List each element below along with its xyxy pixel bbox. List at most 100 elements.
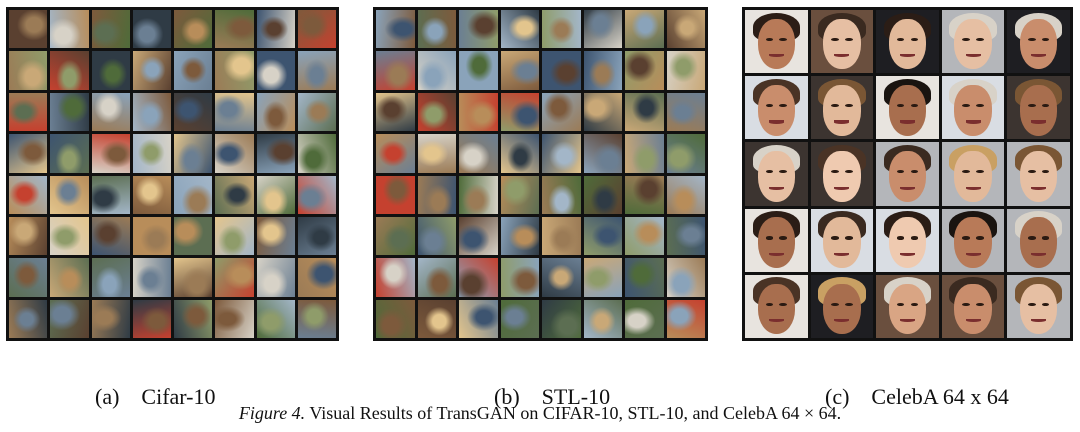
sample-image [132, 258, 171, 297]
stl10-sample-grid [373, 7, 708, 341]
sample-image [417, 92, 456, 132]
sample-image [132, 92, 171, 132]
sample-image [542, 175, 581, 214]
sample-image [625, 51, 664, 90]
sample-image [500, 10, 539, 49]
sample-image [459, 258, 498, 297]
sample-image [417, 134, 456, 173]
sample-image [542, 258, 581, 297]
sample-image [500, 134, 539, 173]
sample-image [91, 299, 130, 338]
sample-image [666, 258, 705, 297]
sample-image [376, 134, 415, 173]
sample-image [91, 51, 130, 90]
sample-image [417, 51, 456, 90]
sample-face-image [810, 76, 874, 140]
sample-image [9, 216, 48, 256]
caption-text: Visual Results of TransGAN on CIFAR-10, … [309, 403, 842, 423]
sample-face-image [941, 208, 1005, 272]
sample-image [297, 299, 336, 338]
sample-image [583, 92, 622, 132]
sample-image [215, 51, 254, 90]
sample-image [9, 92, 48, 132]
sample-image [417, 175, 456, 214]
sample-image [174, 216, 213, 256]
sample-image [500, 258, 539, 297]
sample-image [256, 134, 295, 173]
sample-image [500, 216, 539, 256]
celeba-sample-grid [742, 7, 1073, 341]
sample-image [417, 299, 456, 338]
sample-image [666, 10, 705, 49]
sample-image [256, 216, 295, 256]
sample-image [625, 216, 664, 256]
sample-image [666, 134, 705, 173]
sample-face-image [941, 76, 1005, 140]
sample-image [459, 134, 498, 173]
sample-image [459, 299, 498, 338]
sample-image [9, 299, 48, 338]
sample-image [376, 51, 415, 90]
sample-image [50, 10, 89, 49]
sample-image [376, 258, 415, 297]
sample-image [297, 258, 336, 297]
subfigure-label-a: (a) Cifar-10 [84, 358, 216, 410]
sample-face-image [1007, 274, 1070, 338]
sample-face-image [941, 142, 1005, 206]
sample-image [9, 10, 48, 49]
sample-image [50, 258, 89, 297]
sample-image [625, 258, 664, 297]
sample-image [542, 134, 581, 173]
sample-image [376, 175, 415, 214]
sample-image [376, 216, 415, 256]
sample-face-image [876, 142, 939, 206]
sample-face-image [745, 10, 808, 74]
sample-image [132, 51, 171, 90]
sample-image [174, 10, 213, 49]
sample-image [417, 10, 456, 49]
sample-image [91, 216, 130, 256]
sample-image [376, 299, 415, 338]
subfigure-title: STL-10 [541, 384, 611, 409]
sample-image [297, 51, 336, 90]
sample-image [666, 175, 705, 214]
sample-image [215, 216, 254, 256]
sample-image [459, 216, 498, 256]
sample-image [666, 92, 705, 132]
sample-image [500, 299, 539, 338]
sample-image [625, 134, 664, 173]
sample-image [583, 258, 622, 297]
sample-face-image [745, 274, 808, 338]
sample-image [50, 92, 89, 132]
subfigure-tag: (a) [95, 384, 120, 409]
sample-image [9, 258, 48, 297]
sample-image [459, 10, 498, 49]
figure-caption: Figure 4. Visual Results of TransGAN on … [0, 403, 1080, 424]
sample-image [583, 51, 622, 90]
sample-image [174, 92, 213, 132]
sample-image [542, 299, 581, 338]
sample-image [9, 51, 48, 90]
sample-image [459, 175, 498, 214]
sample-image [215, 258, 254, 297]
sample-image [132, 10, 171, 49]
sample-image [50, 51, 89, 90]
sample-image [583, 216, 622, 256]
sample-image [666, 216, 705, 256]
sample-image [459, 51, 498, 90]
sample-image [132, 299, 171, 338]
sample-image [256, 10, 295, 49]
sample-image [91, 134, 130, 173]
sample-image [542, 92, 581, 132]
sample-image [417, 258, 456, 297]
sample-face-image [876, 208, 939, 272]
sample-image [174, 258, 213, 297]
sample-face-image [1007, 76, 1070, 140]
sample-image [542, 10, 581, 49]
sample-image [215, 10, 254, 49]
sample-image [500, 92, 539, 132]
sample-face-image [810, 10, 874, 74]
sample-image [9, 175, 48, 214]
sample-image [91, 175, 130, 214]
subfigure-tag: (c) [825, 384, 850, 409]
